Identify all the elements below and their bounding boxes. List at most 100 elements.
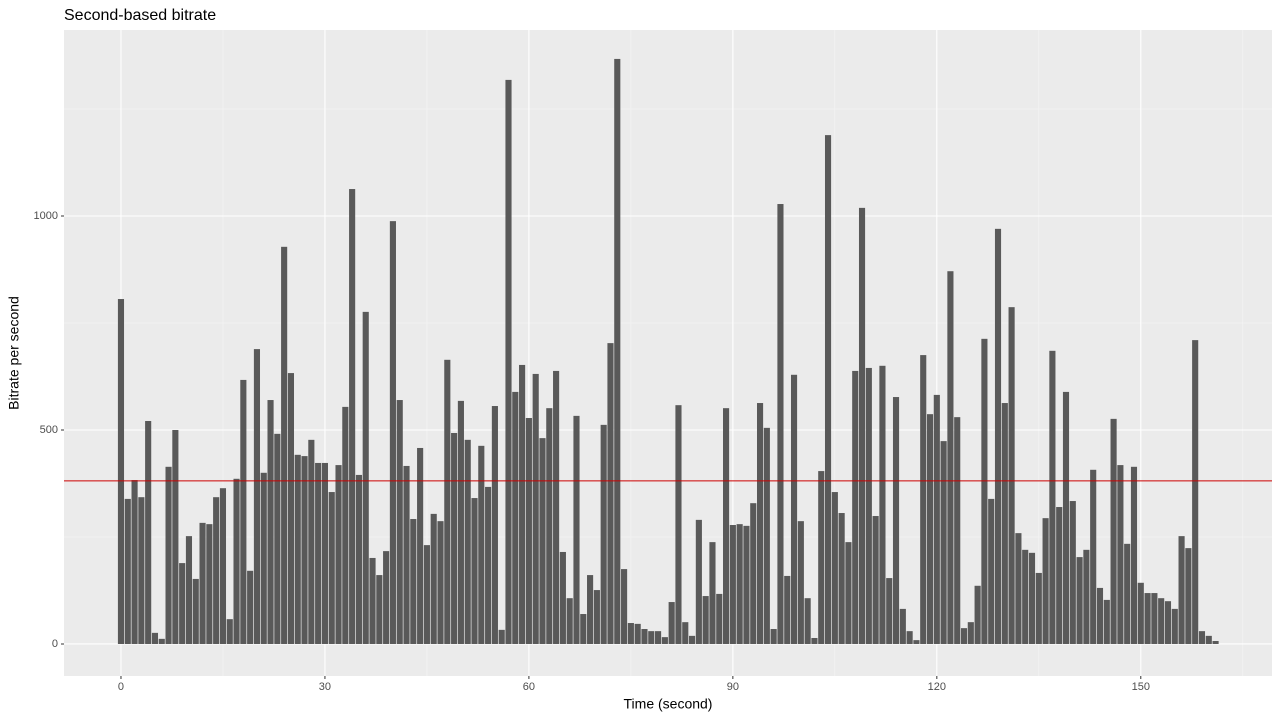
bar [723,408,730,644]
bar [274,433,281,644]
x-tick-label: 30 [319,681,331,693]
bar [253,349,261,644]
bar [1185,548,1192,644]
bar [383,551,390,644]
bar [376,575,383,644]
y-tick-label: 0 [52,638,58,650]
bar [627,623,634,644]
bar [308,439,315,644]
x-tick-label: 120 [928,681,946,693]
bar [281,246,288,644]
bar [1192,340,1199,644]
bar [593,590,600,644]
bar [1137,582,1144,644]
bar [913,640,920,644]
bar [342,406,349,644]
bar [396,400,403,644]
bar [858,207,866,644]
bar [260,472,267,644]
bar [498,629,505,644]
bar [689,635,696,644]
bar [559,551,566,644]
bar [865,367,872,644]
bar [423,545,430,644]
bar [437,521,444,644]
bar [736,524,743,644]
bar [1144,593,1151,644]
bar [940,441,947,644]
bar [410,519,417,644]
bar [1178,536,1185,644]
bar [1212,640,1219,644]
bar [267,400,274,644]
bar [1042,518,1049,644]
bar [967,622,974,644]
bar [573,415,580,644]
bar [117,299,125,644]
bar [131,480,138,644]
bar [321,462,328,644]
chart-title: Second-based bitrate [64,7,216,24]
bar [933,394,940,644]
bar [988,498,995,644]
bar [451,432,458,644]
bar [328,492,335,644]
bar [403,465,410,644]
bar [1028,552,1036,644]
bar [587,575,594,644]
x-tick-label: 60 [523,681,535,693]
bar [947,271,954,644]
bar [892,397,900,644]
bar [634,623,641,644]
bar [879,365,886,644]
bar [1205,635,1212,644]
bar [471,498,478,644]
bar [491,406,498,644]
bar [920,355,927,644]
bar [1015,533,1022,644]
bar [1069,501,1076,644]
bar [614,58,621,644]
bar [750,503,757,644]
bar [417,447,424,644]
bar [145,421,152,644]
bar [954,417,961,644]
bar [1083,549,1090,644]
bar [1076,557,1083,644]
bar [179,563,186,644]
bar [457,400,464,644]
bar [994,228,1002,644]
bar [729,525,736,644]
bar [777,204,784,644]
bar [1008,307,1015,644]
bar [974,585,981,644]
bar [906,631,913,644]
bar [960,628,968,644]
bar [151,632,159,644]
bar [824,135,832,644]
bar [831,492,838,644]
bar [444,359,451,644]
bar [838,513,845,644]
bar [926,414,934,644]
bar [519,364,526,644]
bar [206,524,213,644]
bar [240,379,247,644]
bar [532,373,539,644]
x-tick-label: 90 [727,681,739,693]
bar [682,622,689,644]
bar [675,405,682,644]
bar [1171,608,1178,644]
bar [539,438,546,644]
bar [369,557,376,644]
bar [213,497,220,644]
bar [185,536,193,644]
bar [852,370,859,644]
x-tick-label: 150 [1132,681,1150,693]
bar [1035,572,1042,644]
bar [804,598,811,644]
bar [1130,466,1138,644]
bar [294,454,301,644]
bar [546,408,553,644]
